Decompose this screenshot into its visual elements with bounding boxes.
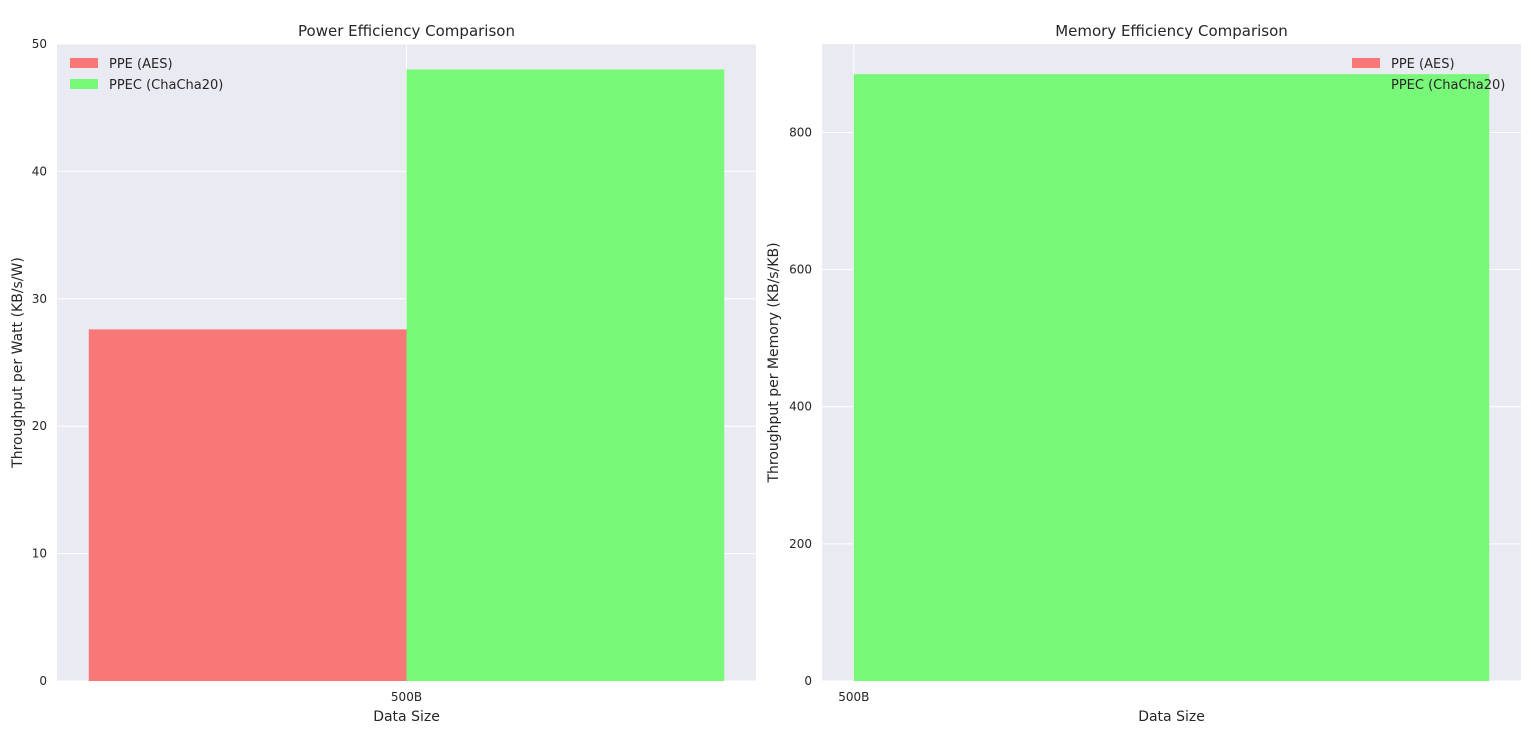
- bar-ppec-chacha20: [853, 74, 1490, 682]
- x-axis-label: Data Size: [1138, 709, 1205, 725]
- x-tick-label: 500B: [391, 690, 422, 704]
- legend-label: PPE (AES): [1391, 57, 1455, 72]
- chart-panel-2: 500B 0 200 400 600 800 Memory Efficiency Compa…: [766, 22, 1521, 725]
- chart-panel-1: 500B 0 10 20 30 40 50 Power Efficiency Comparis…: [10, 22, 756, 725]
- legend-swatch: [1352, 79, 1380, 89]
- y-tick-label: 30: [32, 292, 47, 306]
- chart-title: Memory Efficiency Comparison: [1055, 22, 1288, 40]
- y-tick-label: 40: [32, 164, 47, 178]
- legend-swatch: [1352, 58, 1380, 68]
- legend: PPE (AES) PPEC (ChaCha20): [70, 57, 223, 93]
- y-axis-label: Throughput per Watt (KB/s/W): [10, 257, 26, 469]
- y-tick-label: 0: [804, 674, 812, 688]
- y-tick-label: 20: [32, 419, 47, 433]
- legend-label: PPE (AES): [109, 57, 173, 72]
- bar-ppe-aes: [88, 329, 407, 681]
- y-tick-label: 600: [789, 263, 812, 277]
- y-tick-label: 800: [789, 125, 812, 139]
- legend: PPE (AES) PPEC (ChaCha20): [1352, 57, 1505, 93]
- y-tick-label: 10: [32, 547, 47, 561]
- x-tick-label: 500B: [838, 690, 869, 704]
- y-tick-label: 0: [39, 674, 47, 688]
- y-tick-label: 400: [789, 400, 812, 414]
- legend-swatch: [70, 79, 98, 89]
- y-tick-label: 50: [32, 37, 47, 51]
- chart-title: Power Efficiency Comparison: [298, 22, 515, 40]
- legend-label: PPEC (ChaCha20): [109, 78, 223, 93]
- y-axis-label: Throughput per Memory (KB/s/KB): [766, 242, 782, 483]
- x-axis-label: Data Size: [373, 709, 440, 725]
- legend-label: PPEC (ChaCha20): [1391, 78, 1505, 93]
- y-tick-label: 200: [789, 537, 812, 551]
- legend-swatch: [70, 58, 98, 68]
- bar-ppec-chacha20: [406, 69, 725, 682]
